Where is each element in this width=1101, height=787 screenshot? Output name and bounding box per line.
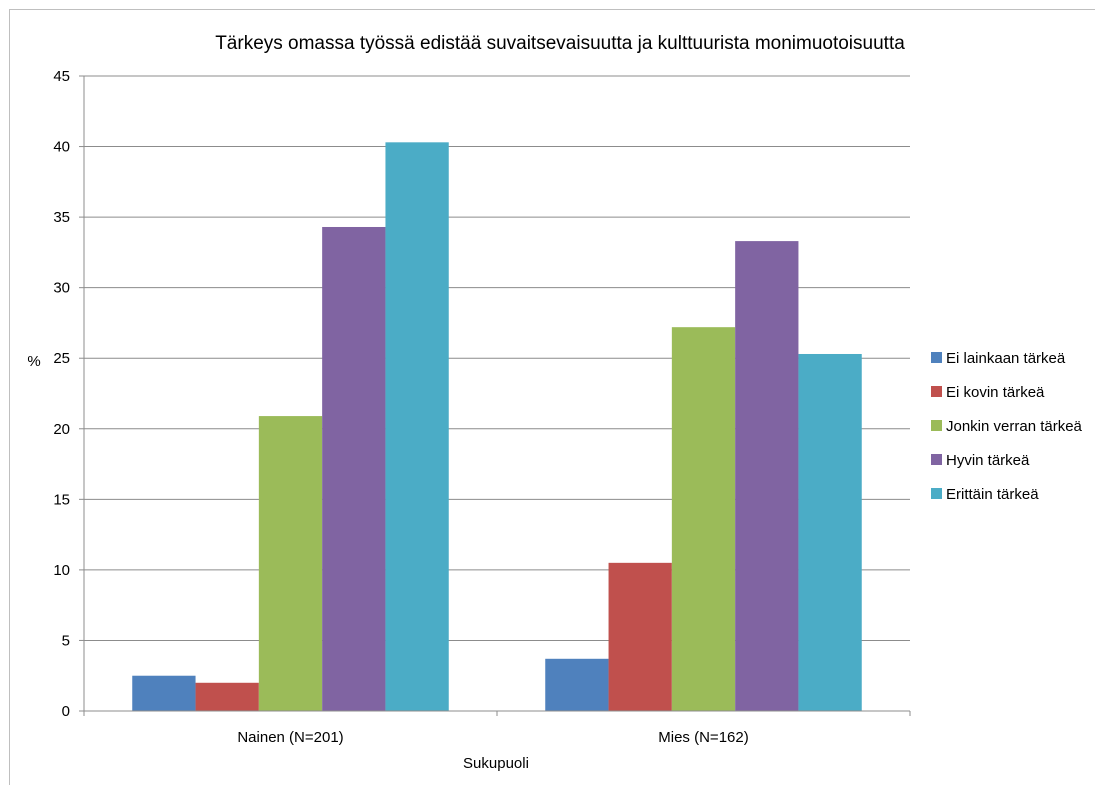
bar-2-3: [671, 327, 736, 711]
y-tick-label: 25: [53, 350, 70, 367]
axes: 0 5 10 15 20 25 30 35 40 45 Nainen (N=201) Mies (N=…: [53, 68, 911, 746]
chart-title: Tärkeys omassa työssä edistää suvaitseva…: [215, 33, 905, 54]
bar-1-2: [195, 682, 259, 711]
bar-2-1: [545, 658, 609, 711]
legend-swatch: [931, 488, 942, 499]
chart-frame: [9, 9, 1095, 785]
bar-2-2: [608, 562, 672, 711]
bar-1-1: [132, 675, 196, 711]
y-tick-label: 30: [53, 280, 70, 297]
x-tick-label: Nainen (N=201): [237, 729, 343, 746]
x-tick-label: Mies (N=162): [658, 729, 748, 746]
legend-swatch: [931, 420, 942, 431]
bar-1-3: [258, 416, 323, 711]
legend-swatch: [931, 352, 942, 363]
legend-label: Hyvin tärkeä: [946, 452, 1030, 469]
y-tick-label: 45: [53, 68, 70, 85]
y-tick-label: 20: [53, 421, 70, 438]
y-tick-label: 0: [62, 703, 70, 720]
legend-swatch: [931, 386, 942, 397]
legend-label: Erittäin tärkeä: [946, 486, 1039, 503]
legend-swatch: [931, 454, 942, 465]
bar-1-5: [385, 142, 449, 712]
legend: Ei lainkaan tärkeä Ei kovin tärkeä Jonkin …: [931, 350, 1083, 503]
bar-1-4: [322, 226, 386, 711]
y-tick-label: 5: [62, 632, 70, 649]
y-tick-label: 35: [53, 209, 70, 226]
legend-label: Jonkin verran tärkeä: [946, 418, 1083, 435]
y-axis-label: %: [27, 353, 40, 370]
y-tick-label: 15: [53, 491, 70, 508]
bar-2-4: [735, 241, 799, 711]
legend-label: Ei lainkaan tärkeä: [946, 350, 1066, 367]
y-tick-label: 40: [53, 139, 70, 156]
y-tick-label: 10: [53, 562, 70, 579]
x-axis-label: Sukupuoli: [463, 755, 529, 772]
bar-2-5: [798, 353, 862, 711]
bars: [132, 142, 862, 712]
legend-label: Ei kovin tärkeä: [946, 384, 1045, 401]
